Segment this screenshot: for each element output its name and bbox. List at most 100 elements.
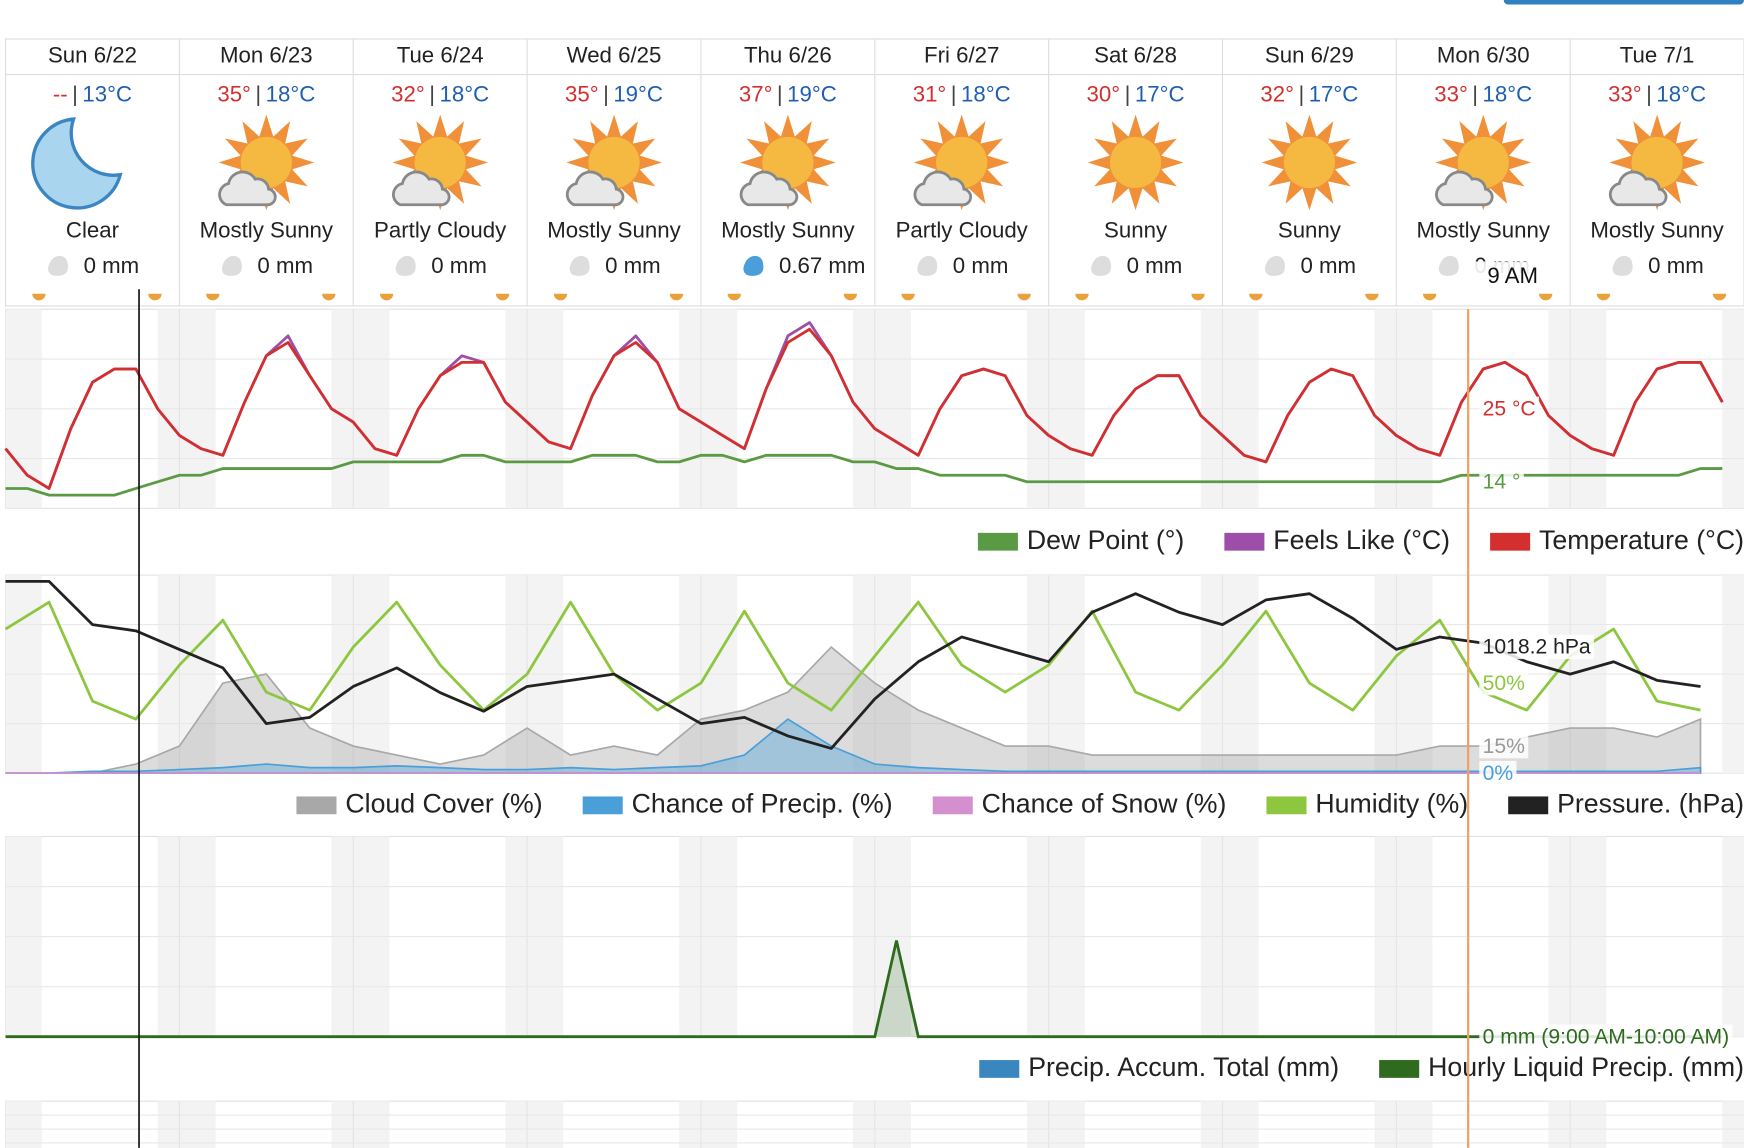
separator: | [603,82,609,107]
night-band [505,1101,564,1148]
separator: | [951,82,957,107]
sun-time-marker [1365,293,1379,301]
separator: | [1298,82,1304,107]
high-temp: 37° [739,82,773,107]
day-date: Tue 6/24 [397,43,484,68]
day-temps: 30° | 17°C [1087,82,1185,107]
day-date: Thu 6/26 [744,43,832,68]
sun-time-marker [206,293,220,301]
drop-icon [917,255,938,276]
series-area [5,940,1723,1039]
separator: | [1472,82,1478,107]
sun-disc [1283,136,1335,189]
annotation-bg [1479,634,1595,660]
legend-swatch [979,1060,1020,1078]
drop-icon [1091,255,1112,276]
condition: Sunny [1278,217,1342,242]
sun-time-marker [148,293,162,301]
separator: | [777,82,783,107]
legend-label: Cloud Cover (%) [345,788,542,818]
legend-label: Dew Point (°) [1027,525,1185,555]
night-band [679,1101,738,1148]
series-line [4,600,1701,721]
night-band [1200,1101,1259,1148]
precip-amount: 0.67 mm [779,253,866,278]
sun-time-marker [901,293,915,301]
cloud [1435,170,1494,207]
high-temp: 32° [391,82,425,107]
sun-time-marker [669,293,684,301]
low-temp: 18°C [439,82,489,107]
precip-amount: 0 mm [1300,253,1356,278]
sun-time-marker [1539,293,1553,301]
sun-disc [1109,136,1162,189]
annotation: 50% [1483,672,1525,695]
high-temp: 33° [1434,82,1468,107]
condition: Mostly Sunny [1416,217,1550,242]
condition: Mostly Sunny [547,217,681,242]
day-date: Sat 6/28 [1094,43,1177,68]
day-date: Tue 7/1 [1620,43,1695,68]
high-temp: 35° [217,82,251,107]
annotation-bg [1479,1024,1733,1049]
legend-swatch [1224,532,1265,551]
separator: | [1125,82,1131,107]
sun-time-marker [495,293,510,301]
series-line [4,327,1724,490]
drop-icon [1612,255,1633,276]
cloud [565,170,625,207]
low-temp: 18°C [1656,82,1706,107]
sun-time-marker [1423,293,1437,301]
precip-amount: 0 mm [953,253,1009,278]
legend-swatch [296,796,337,815]
night-band [5,1101,42,1148]
precip-amount: 0 mm [605,253,661,278]
day-temps: 33° | 18°C [1608,82,1706,107]
sun-time-marker [1075,293,1089,301]
separator: | [255,82,261,107]
low-temp: 17°C [1135,82,1185,107]
day-date: Sun 6/22 [48,43,137,68]
day-temps: -- | 13°C [53,82,132,107]
precip-amount: 0 mm [84,253,140,278]
sun-time-marker [1596,293,1611,301]
sun-time-marker [32,293,46,301]
precip-amount: 0 mm [431,253,487,278]
drop-icon [1438,255,1459,276]
day-date: Sun 6/29 [1265,43,1354,68]
sun-time-marker [727,293,741,301]
condition: Clear [66,217,120,242]
day-date: Fri 6/27 [924,43,999,68]
drop-icon [221,255,242,276]
button[interactable] [1503,0,1744,5]
low-temp: 18°C [961,82,1011,107]
condition: Partly Cloudy [896,217,1029,242]
annotation-bg [1479,733,1529,759]
night-band [1026,1101,1085,1148]
drop-icon [569,255,590,276]
legend-swatch [932,796,973,815]
high-temp: 30° [1087,82,1121,107]
legend-label: Precip. Accum. Total (mm) [1028,1052,1339,1082]
annotation-bg [1479,469,1524,495]
low-temp: 18°C [1483,82,1533,107]
legend-label: Humidity (%) [1315,788,1468,818]
day-date: Mon 6/30 [1437,43,1530,68]
condition: Mostly Sunny [1590,217,1724,242]
sun-time-marker [1017,293,1031,301]
high-temp: -- [53,82,68,107]
day-temps: 37° | 19°C [739,82,837,107]
high-temp: 31° [913,82,947,107]
sun-time-marker [1249,293,1263,301]
annotation: 0 mm (9:00 AM-10:00 AM) [1483,1025,1730,1048]
legend-label: Feels Like (°C) [1273,525,1450,555]
legend-swatch [977,532,1018,551]
annotation-bg [1479,396,1540,422]
drop-icon [47,255,69,276]
sun-time-marker [553,293,568,301]
legend-swatch [1266,796,1307,815]
annotation: 0% [1483,762,1514,785]
sun-time-marker [379,293,394,301]
annotation: 14 ° [1483,471,1521,494]
